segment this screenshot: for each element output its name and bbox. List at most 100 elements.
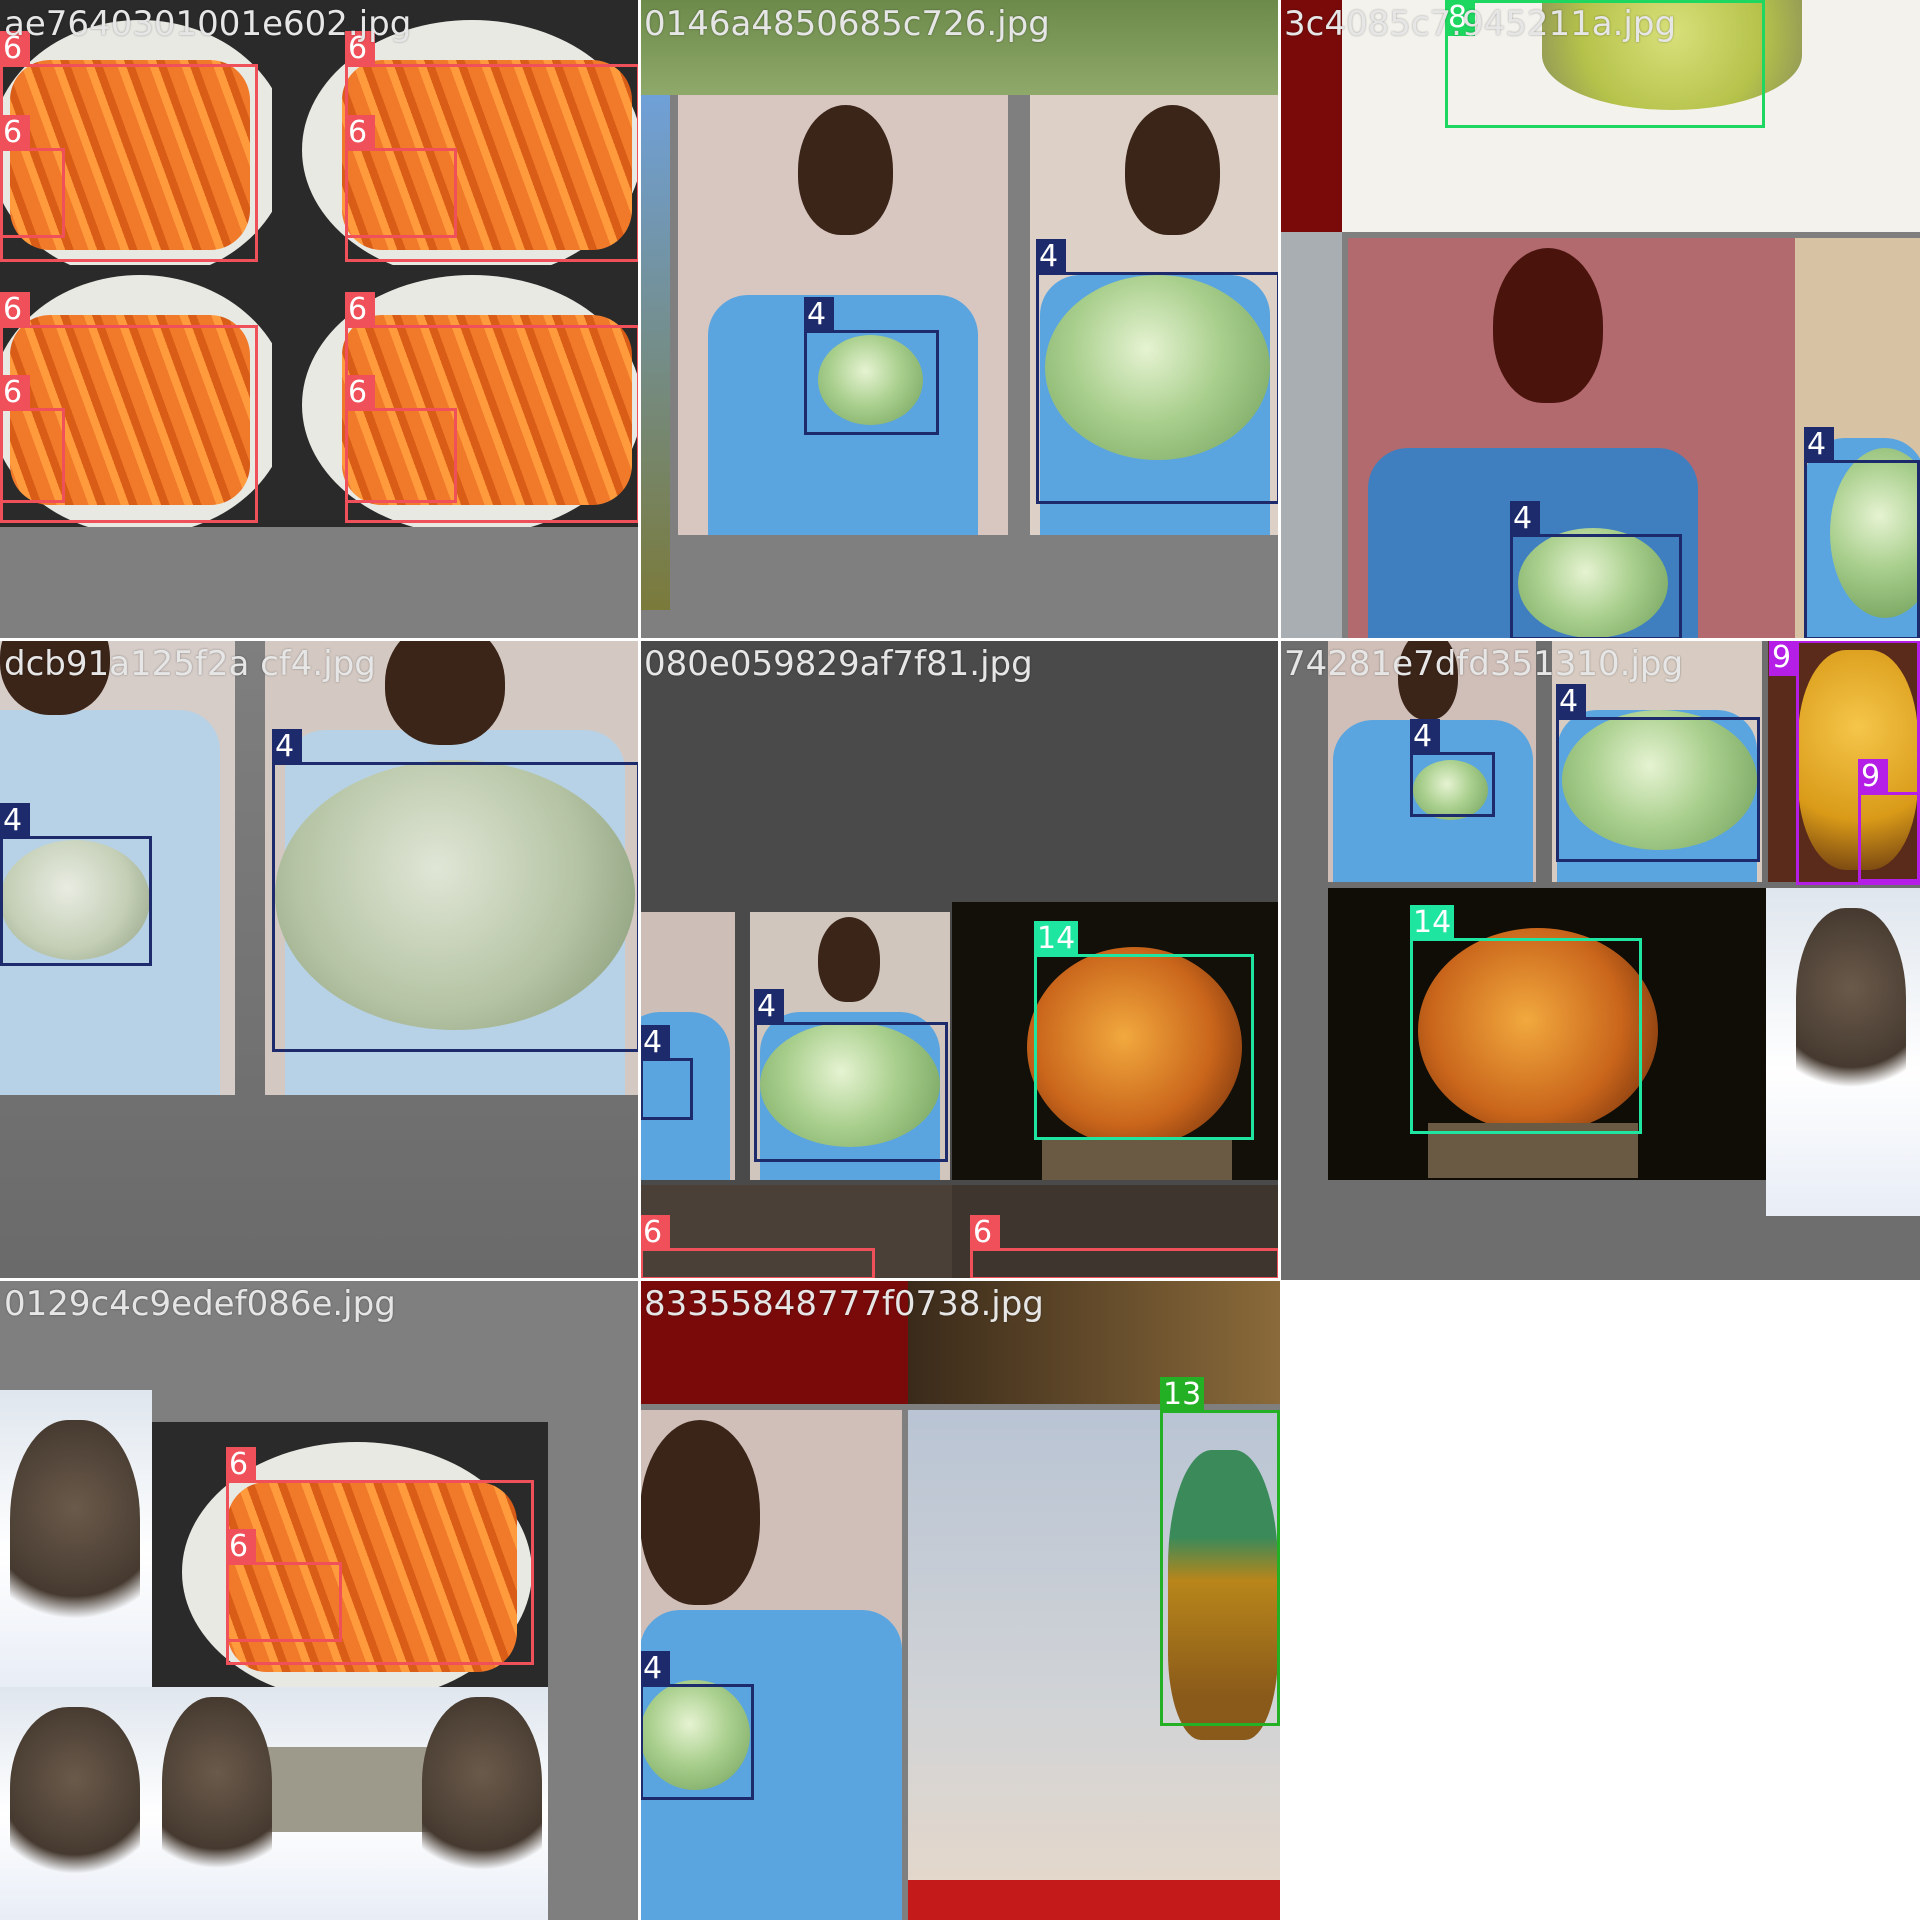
mosaic-tile-3: 8 4 4 3c4085c7.945211a.jpg <box>1280 0 1920 640</box>
man-photo <box>750 912 950 1180</box>
bbox-class-14: 14 <box>1034 921 1254 1140</box>
bbox-label: 13 <box>1160 1377 1205 1413</box>
bbox-class-6: 6 <box>640 1215 875 1280</box>
bbox-label: 4 <box>1410 719 1440 755</box>
bbox-label: 6 <box>345 115 375 151</box>
house <box>262 1747 432 1832</box>
man-photo <box>0 640 235 1095</box>
bbox-label: 6 <box>345 31 375 67</box>
bbox-label: 6 <box>345 375 375 411</box>
bbox-label: 4 <box>1556 684 1586 720</box>
bbox-class-9: 9 <box>1858 759 1920 882</box>
red-painting-photo <box>1280 0 1342 232</box>
bbox-label: 6 <box>0 31 30 67</box>
grid-line <box>0 1278 1280 1281</box>
bbox-class-6: 6 <box>345 115 457 238</box>
cabbage <box>640 1680 750 1790</box>
bbox-class-4: 4 <box>754 989 948 1162</box>
bbox-class-4: 4 <box>272 729 640 1052</box>
mosaic-tile-6: 4 4 9 9 14 74281e7dfd351310.jpg <box>1280 640 1920 1280</box>
bbox-label: 6 <box>0 115 30 151</box>
snow-photo <box>0 1390 152 1688</box>
bbox-label: 6 <box>640 1215 670 1251</box>
carrots <box>10 60 250 250</box>
grapes-photo <box>1342 0 1920 232</box>
bbox-label: 4 <box>1804 427 1834 463</box>
bbox-class-4: 4 <box>640 1025 693 1120</box>
painting-photo <box>908 1410 1280 1920</box>
man-photo <box>265 640 640 1095</box>
mango-photo <box>1768 640 1920 882</box>
bbox-class-6: 6 <box>226 1529 342 1642</box>
bbox-class-4: 4 <box>1410 719 1495 817</box>
bbox-class-6: 6 <box>0 115 65 238</box>
head <box>1493 248 1603 403</box>
cabbage <box>818 335 923 425</box>
bbox-label: 9 <box>1858 759 1888 795</box>
man-photo-red-tint <box>1348 238 1843 640</box>
bbox-label: 4 <box>0 803 30 839</box>
grass-photo <box>640 0 1280 95</box>
bbox-label: 6 <box>226 1447 256 1483</box>
cabbage <box>1518 528 1668 638</box>
carved-pumpkin <box>1418 928 1658 1133</box>
pumpkin-photo <box>952 902 1280 1180</box>
man-photo <box>1552 640 1762 882</box>
bbox-class-6: 6 <box>0 375 65 503</box>
bbox-class-4: 4 <box>1036 239 1280 504</box>
snow-photo <box>1766 888 1920 1216</box>
cabbage <box>1830 448 1920 618</box>
bbox-label: 4 <box>1510 501 1540 537</box>
bbox-label: 8 <box>1445 0 1475 36</box>
carved-pumpkin <box>1027 947 1242 1147</box>
bbox-class-4: 4 <box>1556 684 1760 862</box>
carrots <box>342 315 632 505</box>
tile-filename: 0129c4c9edef086e.jpg <box>4 1284 396 1324</box>
stump <box>1042 1137 1232 1180</box>
bbox-label: 14 <box>1034 921 1079 957</box>
man-photo <box>678 95 1008 535</box>
snow-house-photo <box>152 1687 548 1920</box>
grey-strip <box>1280 232 1342 640</box>
bare-tree <box>162 1697 272 1887</box>
cabbage <box>1562 710 1757 850</box>
tile-filename: 74281e7dfd351310.jpg <box>1284 644 1684 684</box>
bbox-class-6: 6 <box>345 375 457 503</box>
tile-filename: 3c4085c7.945211a.jpg <box>1284 4 1677 44</box>
cabbage <box>1413 760 1488 820</box>
cabbage <box>0 840 150 960</box>
bbox-label: 4 <box>272 729 302 765</box>
tile-filename: 080e059829af7f81.jpg <box>644 644 1033 684</box>
stump-photo <box>908 1280 1280 1404</box>
bbox-class-4: 4 <box>0 803 152 966</box>
head <box>818 917 880 1002</box>
bbox-label: 4 <box>754 989 784 1025</box>
mosaic-tile-7: 6 6 0129c4c9edef086e.jpg <box>0 1280 640 1920</box>
bbox-label: 4 <box>804 297 834 333</box>
bbox-class-9: 9 <box>1769 640 1920 885</box>
grid-line <box>0 638 1920 641</box>
tile-filename: 83355848777f0738.jpg <box>644 1284 1044 1324</box>
cabbage <box>760 1022 940 1147</box>
bbox-class-14: 14 <box>1410 905 1642 1134</box>
cabbage <box>1045 275 1270 460</box>
tile-filename: ae7640301001e602.jpg <box>4 4 412 44</box>
bare-tree <box>10 1420 140 1640</box>
bbox-class-4: 4 <box>804 297 939 435</box>
man-photo <box>640 912 735 1180</box>
bbox-label: 4 <box>640 1651 670 1687</box>
mosaic-tile-2: 4 4 0146a4850685c726.jpg <box>640 0 1280 640</box>
tile-filename: dcb91a125f2a cf4.jpg <box>4 644 376 684</box>
snow-photo <box>0 1687 152 1920</box>
bare-tree <box>422 1697 542 1887</box>
mosaic-tile-5: 4 4 14 6 6 080e059829af7f81.jpg <box>640 640 1280 1280</box>
carrots <box>342 60 632 250</box>
head <box>798 105 893 235</box>
head <box>640 1420 760 1605</box>
grid-line <box>638 0 641 1920</box>
man-photo <box>1030 95 1280 535</box>
red-painting-photo <box>640 1280 908 1404</box>
mosaic-tile-8: 4 13 83355848777f0738.jpg <box>640 1280 1280 1920</box>
cabbage <box>275 760 635 1030</box>
mosaic-tile-4: 4 4 dcb91a125f2a cf4.jpg <box>0 640 640 1280</box>
